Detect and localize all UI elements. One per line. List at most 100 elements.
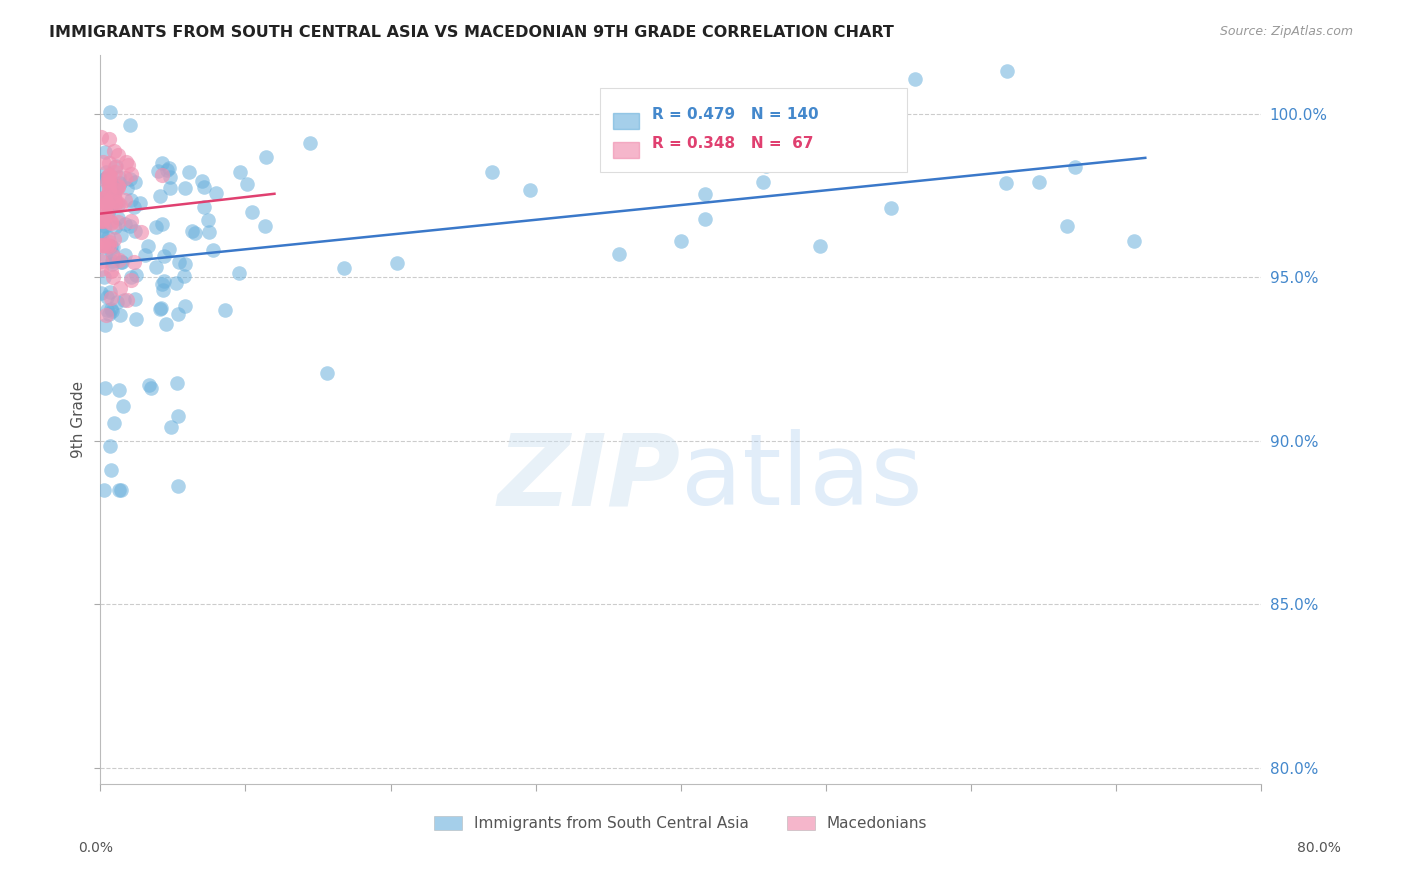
Point — [90, 225, 112, 239]
Point — [96, 189, 118, 203]
Point — [105, 294, 128, 309]
Point — [202, 243, 225, 257]
Point — [96, 209, 118, 223]
Point — [91, 192, 114, 206]
Point — [104, 161, 127, 175]
Point — [105, 194, 128, 209]
Point — [904, 71, 927, 86]
Point — [91, 211, 114, 226]
Point — [91, 239, 114, 253]
Point — [214, 302, 236, 317]
Point — [108, 308, 131, 322]
Point — [150, 156, 173, 170]
Point — [256, 151, 278, 165]
Point — [93, 190, 115, 204]
Point — [110, 281, 132, 295]
Point — [149, 301, 172, 315]
Point — [754, 159, 776, 173]
Point — [108, 176, 131, 190]
Point — [166, 376, 188, 390]
Point — [107, 198, 129, 212]
Point — [150, 277, 173, 292]
Point — [110, 255, 132, 269]
Point — [159, 181, 181, 195]
Point — [91, 155, 114, 169]
Point — [316, 366, 339, 380]
Point — [104, 165, 127, 179]
Point — [98, 239, 121, 253]
Point — [159, 170, 181, 185]
Point — [97, 182, 120, 196]
Point — [108, 253, 131, 268]
Point — [98, 177, 121, 191]
Point — [97, 173, 120, 187]
Point — [107, 179, 129, 194]
Point — [111, 255, 134, 269]
Point — [100, 215, 122, 229]
Point — [128, 196, 150, 211]
Point — [94, 195, 117, 210]
Point — [94, 190, 117, 204]
Point — [104, 159, 127, 173]
Text: Source: ZipAtlas.com: Source: ZipAtlas.com — [1219, 25, 1353, 38]
Point — [120, 273, 142, 287]
Point — [607, 247, 630, 261]
Point — [103, 144, 125, 158]
Point — [97, 230, 120, 244]
Point — [104, 194, 127, 208]
Point — [197, 213, 219, 227]
Point — [98, 169, 121, 183]
Text: R = 0.479   N = 140: R = 0.479 N = 140 — [652, 107, 818, 121]
Point — [120, 172, 142, 186]
Point — [104, 219, 127, 234]
Point — [94, 165, 117, 179]
Point — [1028, 175, 1050, 189]
Point — [98, 235, 121, 249]
Point — [149, 301, 172, 316]
Point — [103, 232, 125, 246]
Point — [97, 156, 120, 170]
Point — [103, 416, 125, 430]
Point — [124, 224, 146, 238]
Point — [100, 463, 122, 477]
Bar — [613, 112, 640, 128]
Point — [145, 260, 167, 275]
Point — [136, 239, 159, 253]
Point — [115, 154, 138, 169]
Text: 80.0%: 80.0% — [1296, 841, 1341, 855]
Point — [90, 253, 112, 268]
Point — [103, 197, 125, 211]
Point — [173, 299, 195, 313]
Point — [193, 180, 215, 194]
Y-axis label: 9th Grade: 9th Grade — [72, 381, 86, 458]
Point — [100, 302, 122, 317]
Point — [93, 483, 115, 497]
Point — [669, 234, 692, 248]
Point — [120, 214, 142, 228]
Point — [107, 215, 129, 229]
Point — [1056, 219, 1078, 234]
Point — [124, 175, 146, 189]
Point — [94, 203, 117, 218]
Point — [114, 248, 136, 262]
Point — [110, 483, 132, 497]
Legend: Immigrants from South Central Asia, Macedonians: Immigrants from South Central Asia, Mace… — [434, 816, 928, 831]
Point — [100, 291, 122, 305]
Point — [228, 266, 250, 280]
Point — [752, 175, 775, 189]
Point — [157, 161, 180, 176]
Point — [101, 253, 124, 268]
Point — [139, 381, 162, 395]
Point — [100, 216, 122, 230]
Point — [124, 292, 146, 306]
Point — [96, 237, 118, 252]
Point — [93, 269, 115, 284]
Point — [693, 211, 716, 226]
Point — [120, 167, 142, 181]
Point — [90, 129, 112, 144]
Point — [94, 145, 117, 159]
Point — [91, 227, 114, 241]
Point — [90, 214, 112, 228]
Point — [94, 309, 117, 323]
Text: ZIP: ZIP — [498, 429, 681, 526]
